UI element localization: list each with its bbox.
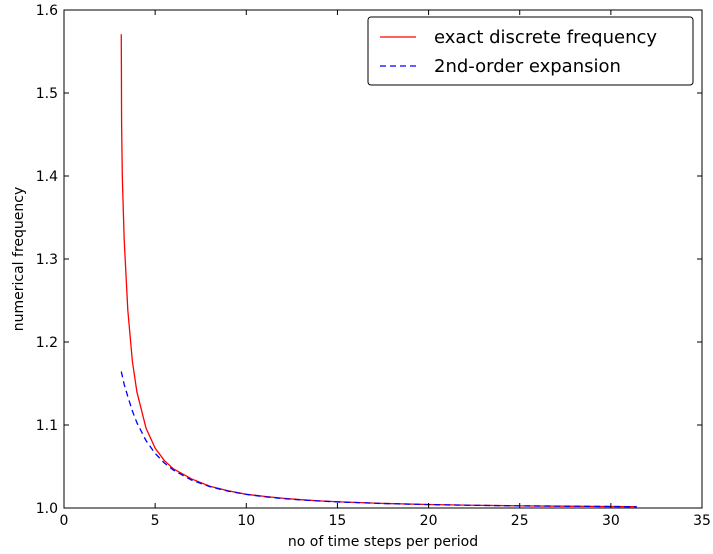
y-axis-label: numerical frequency: [11, 187, 27, 331]
y-tick-label: 1.0: [36, 501, 58, 517]
legend: exact discrete frequency 2nd-order expans…: [367, 16, 694, 86]
x-tick-label: 20: [420, 513, 438, 529]
y-tick-label: 1.6: [36, 3, 58, 19]
legend-label: 2nd-order expansion: [434, 56, 621, 77]
series-line-2: [120, 371, 637, 508]
x-tick-label: 35: [693, 513, 711, 529]
x-tick-label: 25: [511, 513, 529, 529]
x-tick-label: 15: [329, 513, 347, 529]
y-tick-label: 1.4: [36, 169, 58, 185]
series-layer: [120, 34, 637, 508]
y-tick-label: 1.1: [36, 418, 58, 434]
legend-box: [367, 16, 694, 86]
y-tick-label: 1.2: [36, 335, 58, 351]
x-tick-label: 30: [602, 513, 620, 529]
y-tick-label: 1.3: [36, 252, 58, 268]
x-tick-label: 10: [237, 513, 255, 529]
ticks-layer: 0 5 10 15 20 25 30 35 1.0 1.1 1.2 1.3 1.4 1.5 1.6: [36, 3, 711, 529]
x-axis-label: no of time steps per period: [288, 534, 478, 550]
x-tick-label: 0: [60, 513, 69, 529]
y-tick-label: 1.5: [36, 86, 58, 102]
legend-label: exact discrete frequency: [434, 27, 657, 48]
x-tick-label: 5: [151, 513, 160, 529]
